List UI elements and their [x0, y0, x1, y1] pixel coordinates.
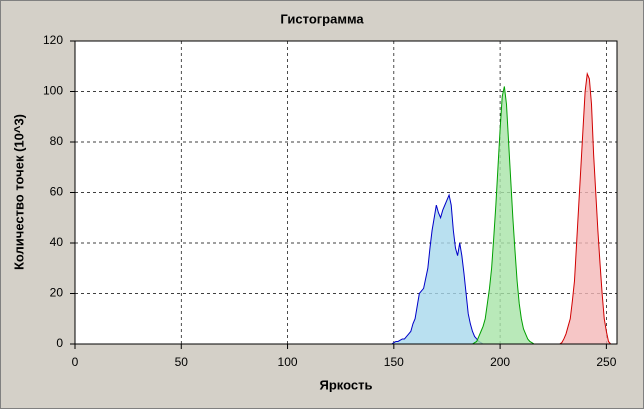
y-tick-label: 40: [50, 235, 64, 249]
x-axis-title: Яркость: [320, 377, 373, 392]
chart-title: Гистограмма: [280, 11, 364, 26]
x-tick-label: 0: [72, 355, 79, 369]
x-tick-label: 50: [175, 355, 189, 369]
y-tick-label: 80: [50, 134, 64, 148]
y-tick-label: 20: [50, 286, 64, 300]
x-tick-label: 100: [278, 355, 298, 369]
x-tick-label: 250: [596, 355, 616, 369]
x-tick-label: 150: [384, 355, 404, 369]
x-tick-label: 200: [490, 355, 510, 369]
y-tick-label: 120: [43, 33, 63, 47]
y-tick-label: 100: [43, 84, 63, 98]
y-tick-label: 60: [50, 185, 64, 199]
y-axis-title: Количество точек (10^3): [11, 114, 26, 270]
y-tick-label: 0: [56, 336, 63, 350]
plot-border: [74, 40, 618, 345]
